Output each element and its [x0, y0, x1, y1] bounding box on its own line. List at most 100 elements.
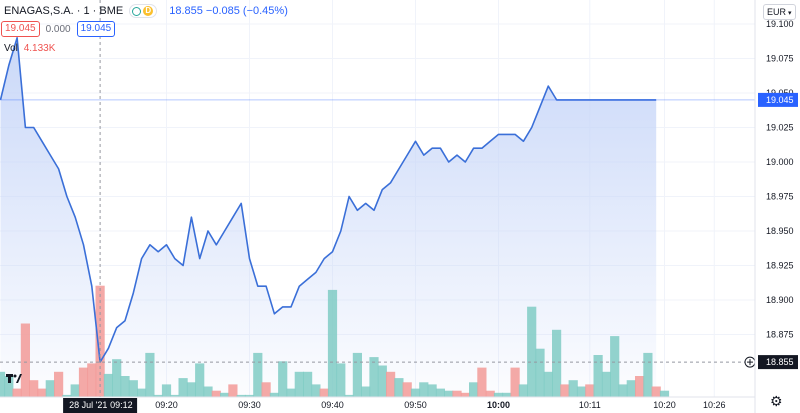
gear-icon[interactable]: ⚙	[770, 393, 783, 409]
volume-bar	[12, 388, 22, 397]
volume-bar	[186, 382, 196, 397]
volume-bar	[361, 386, 371, 397]
volume-bar	[153, 394, 163, 397]
last-price-badge	[758, 92, 798, 107]
volume-bar	[261, 382, 271, 397]
price-area-fill	[0, 37, 657, 398]
price-line	[0, 37, 657, 363]
volume-bar	[145, 352, 155, 397]
tradingview-logo[interactable]	[6, 373, 22, 387]
volume-bar	[161, 384, 172, 397]
volume-bar	[552, 329, 562, 397]
volume-legend: Vol 4.133K	[4, 43, 55, 54]
price-tick-label: 19.100	[766, 19, 794, 29]
chevron-down-icon: ▾	[786, 10, 792, 17]
price-tick-label: 19.075	[766, 54, 794, 64]
sell-price-pill[interactable]: 19.045	[1, 21, 40, 37]
crosshair-price-label: 18.855	[766, 357, 794, 367]
volume-bar	[29, 380, 39, 397]
volume-bar	[120, 376, 130, 397]
volume-bar	[601, 371, 611, 397]
crosshair-layer	[0, 0, 756, 397]
volume-bar	[95, 285, 105, 397]
volume-bar	[269, 392, 279, 397]
volume-bar	[493, 392, 504, 397]
volume-bar	[427, 384, 437, 397]
volume-bar	[626, 380, 636, 397]
last-quote: 18.855 −0.085 (−0.45%)	[169, 5, 288, 17]
volume-bar	[635, 376, 645, 397]
volume-value: 4.133K	[23, 43, 56, 54]
price-tick-label: 19.025	[766, 123, 794, 133]
volume-bar	[112, 359, 122, 397]
volume-bar	[485, 390, 495, 397]
time-tick-label: 10:11	[579, 400, 601, 410]
currency-button[interactable]: EUR ▾	[763, 4, 796, 20]
time-tick-label: 10:20	[653, 400, 676, 410]
volume-bar	[236, 394, 246, 397]
volume-bar	[344, 394, 354, 397]
volume-bar	[618, 384, 628, 397]
price-tick-label: 18.900	[766, 295, 794, 305]
volume-bar	[535, 348, 545, 397]
ohlc-row: 19.045 0.000 19.045	[1, 21, 116, 37]
volume-bar	[286, 388, 296, 397]
volume-bar	[319, 388, 329, 397]
volume-bar	[103, 373, 113, 397]
symbol-title[interactable]: ENAGAS,S.A. · 1 · BME	[4, 5, 124, 17]
volume-bar	[452, 390, 462, 397]
volume-bar	[568, 380, 578, 397]
volume-bar	[469, 382, 479, 397]
crosshair-date-label: 28 Jul '21	[69, 400, 107, 410]
volume-bar	[435, 388, 445, 397]
volume-bars	[0, 285, 670, 397]
volume-bar	[203, 386, 213, 397]
volume-bar	[128, 380, 138, 397]
source-toggle[interactable]: D	[129, 4, 158, 18]
buy-price-pill[interactable]: 19.045	[76, 21, 116, 37]
volume-bar	[502, 392, 512, 397]
crosshair-price-badge	[758, 355, 798, 370]
volume-bar	[352, 352, 362, 397]
volume-bar	[444, 390, 454, 397]
volume-bar	[303, 371, 313, 397]
time-tick-label: 09:50	[404, 400, 427, 410]
volume-bar	[170, 394, 180, 397]
volume-bar	[651, 386, 661, 397]
time-tick-label: 09:30	[238, 400, 261, 410]
volume-bar	[610, 336, 620, 397]
volume-bar	[220, 392, 230, 397]
volume-bar	[386, 371, 396, 397]
time-tick-label: 09:40	[321, 400, 344, 410]
volume-bar	[377, 365, 387, 397]
spread-value: 0.000	[45, 23, 71, 35]
volume-bar	[78, 367, 89, 397]
d-badge: D	[143, 6, 154, 16]
volume-bar	[62, 394, 72, 397]
volume-bar	[402, 382, 412, 397]
volume-bar	[394, 378, 404, 397]
volume-bar	[253, 352, 263, 397]
time-scale[interactable]: 09:20 09:30 09:40 09:50 10:00 10:11 10:20 10:26…	[0, 396, 755, 413]
volume-bar	[659, 390, 670, 397]
time-tick-label: 09:20	[155, 400, 178, 410]
volume-bar	[4, 376, 14, 397]
volume-bar	[0, 371, 6, 397]
price-tick-label: 19.000	[766, 157, 794, 167]
volume-bar	[54, 371, 64, 397]
volume-bar	[45, 380, 55, 397]
volume-bar	[410, 388, 421, 397]
volume-bar	[585, 384, 595, 397]
volume-bar	[477, 367, 487, 397]
volume-label: Vol	[4, 43, 18, 54]
price-scale[interactable]: 19.10019.07519.05019.02519.00018.97518.9…	[754, 0, 798, 413]
price-tick-label: 18.925	[766, 261, 794, 271]
time-tick-label: 10:00	[487, 400, 510, 410]
currency-label: EUR	[767, 7, 787, 17]
crosshair-time-label: 09:12	[110, 400, 133, 410]
volume-bar	[419, 382, 429, 397]
volume-bar	[643, 352, 653, 397]
price-line-layer	[0, 37, 657, 363]
volume-bar	[560, 384, 570, 397]
